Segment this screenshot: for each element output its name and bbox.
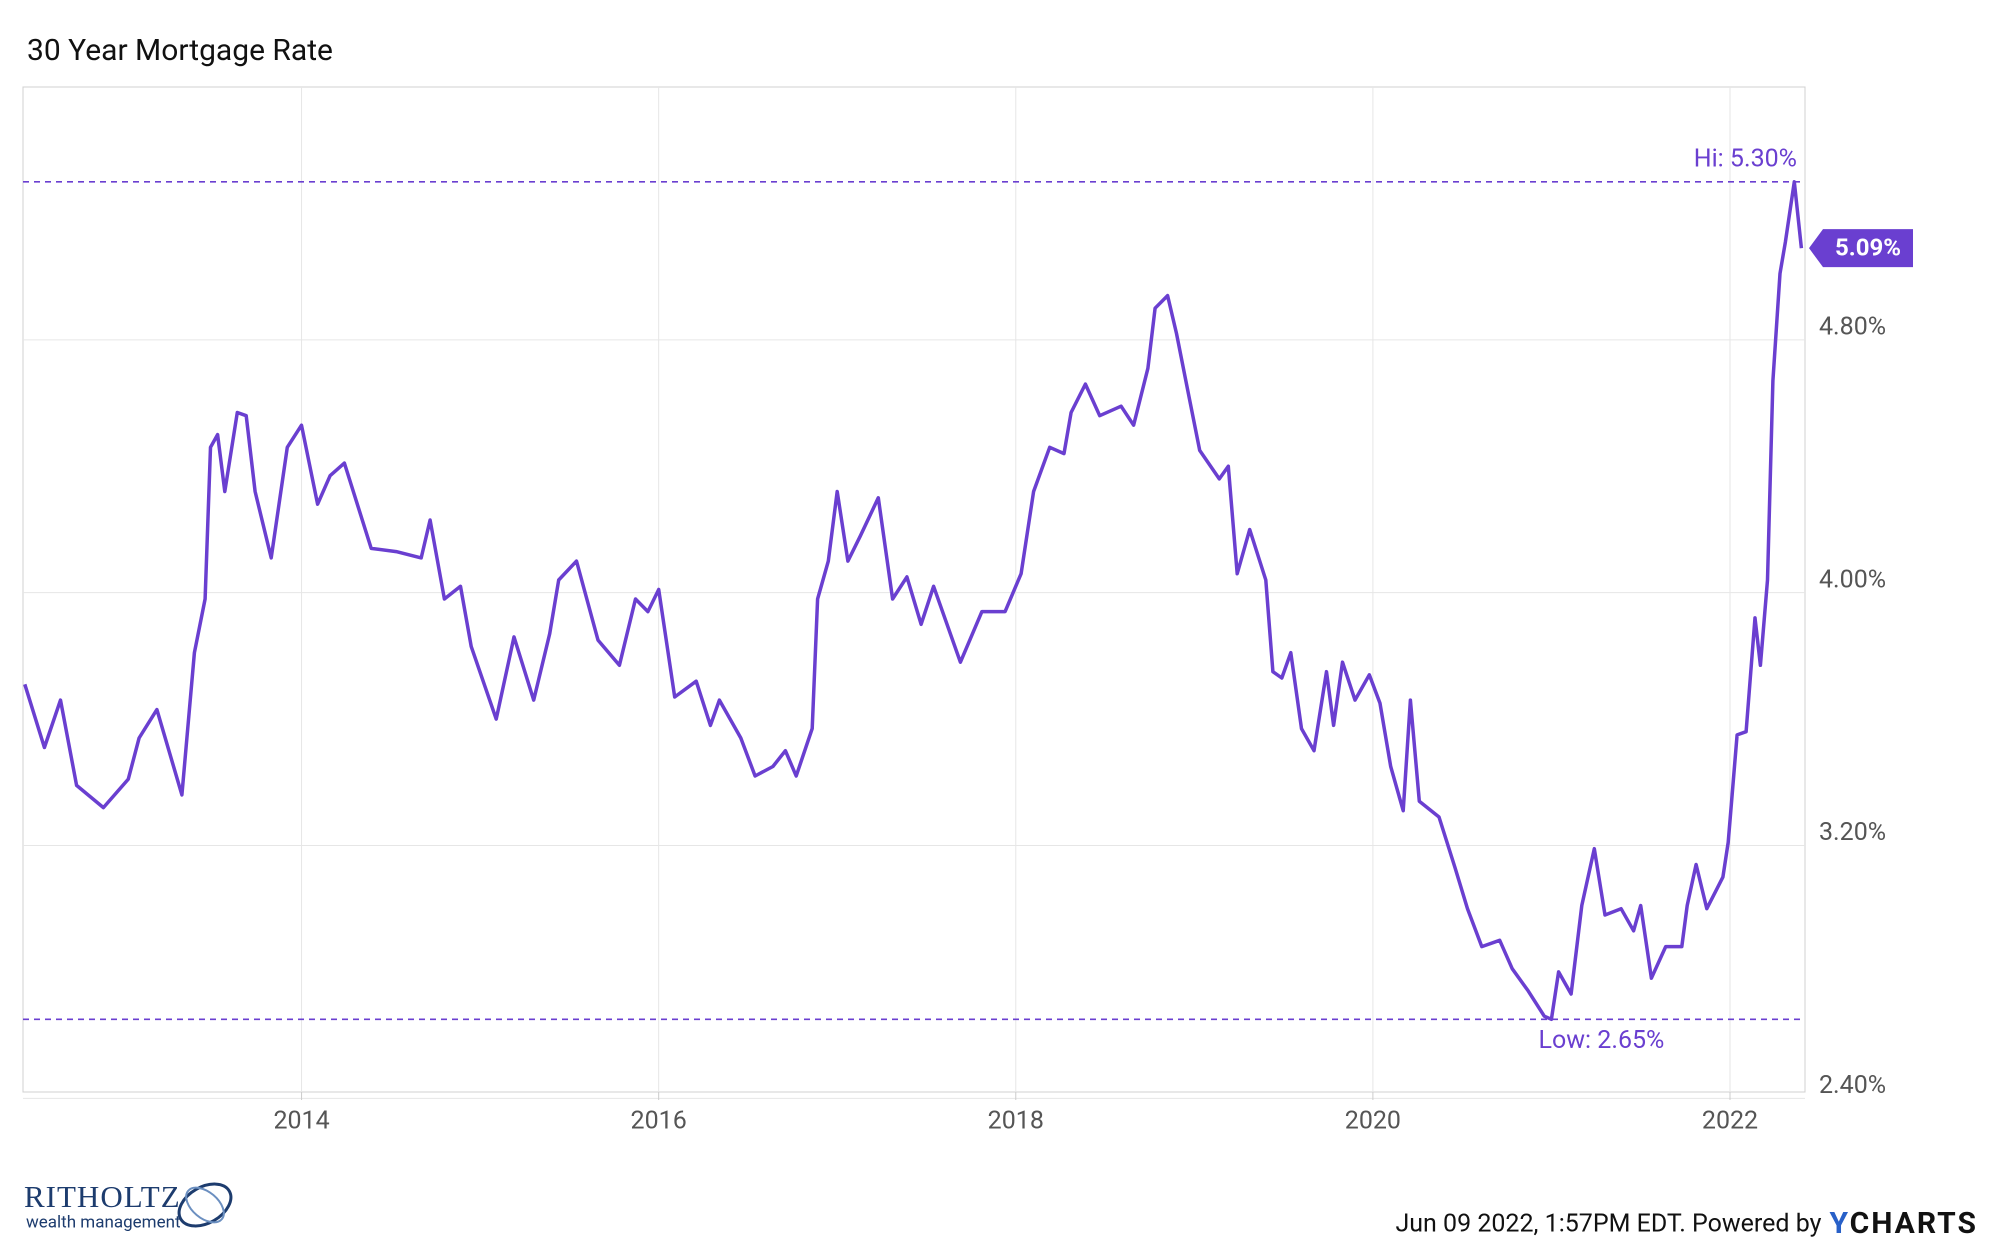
logo-ring bbox=[185, 1186, 225, 1224]
series-line bbox=[23, 180, 1804, 1022]
y-tick-label: 2.40% bbox=[1819, 1071, 1886, 1100]
x-tick-label: 2014 bbox=[273, 1107, 329, 1136]
x-tick-label: 2018 bbox=[988, 1107, 1044, 1136]
logo-y: Y bbox=[1829, 1206, 1849, 1241]
logo-ring bbox=[177, 1182, 233, 1228]
brand-logo: RITHOLTZ wealth management bbox=[24, 1179, 233, 1232]
x-tick-label: 2022 bbox=[1702, 1107, 1758, 1136]
ycharts-logo: YCHARTS bbox=[1829, 1206, 1978, 1241]
x-tick-label: 2020 bbox=[1345, 1107, 1401, 1136]
brand-subtitle: wealth management bbox=[26, 1212, 181, 1232]
low-label: Low: 2.65% bbox=[1539, 1026, 1665, 1055]
last-value-tag bbox=[1809, 229, 1913, 268]
logo-rest: CHARTS bbox=[1850, 1206, 1978, 1241]
hi-label: Hi: 5.30% bbox=[1694, 144, 1797, 173]
y-tick-label: 4.00% bbox=[1819, 565, 1886, 594]
x-tick-label: 2016 bbox=[631, 1107, 687, 1136]
last-value-label: 5.09% bbox=[1835, 234, 1901, 262]
y-tick-label: 3.20% bbox=[1819, 818, 1886, 847]
chart-title: 30 Year Mortgage Rate bbox=[27, 33, 333, 68]
y-tick-label: 4.80% bbox=[1819, 312, 1886, 341]
source-note: Jun 09 2022, 1:57PM EDT. Powered by bbox=[1395, 1210, 1821, 1239]
brand-name: RITHOLTZ bbox=[24, 1179, 181, 1214]
plot-frame bbox=[22, 86, 1806, 1093]
